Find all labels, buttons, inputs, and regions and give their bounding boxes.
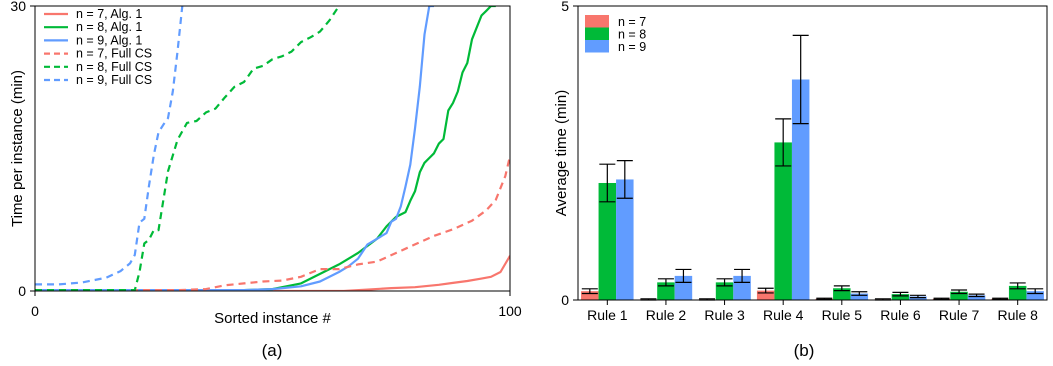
error-bar [992,297,1009,301]
error-bar [909,294,926,299]
series-line-6 [35,6,184,286]
bar [657,282,675,300]
x-tick-label: Rule 5 [822,307,863,323]
bar [891,294,910,300]
bar [1026,291,1044,300]
y-tick-label: 0 [561,292,569,308]
series-line-1 [35,255,510,291]
y-tick-label: 0 [18,283,26,299]
error-bar [757,287,774,294]
series-lines [35,6,510,291]
error-bar [968,293,985,298]
bar [850,293,869,300]
caption-a: (a) [262,341,283,360]
legend-swatch [585,27,609,40]
x-tick-label: Rule 3 [704,307,745,323]
bar [791,79,810,300]
bar [598,182,617,300]
bar-chart-panel: Rule 1 Rule 2 Rule 3 Rule 4 Rule 5 Rule 6 Rule… [553,0,1048,323]
legend-label: n = 8, Alg. 1 [76,20,142,34]
bar [774,142,792,300]
line-chart-panel: 0 30 0 100 Sorted instance # Time per instanc… [9,0,522,327]
x-tick-label: Rule 1 [587,307,628,323]
plot-frame [577,5,1048,301]
bar [616,179,634,300]
error-bar [892,291,909,297]
legend-swatch [585,40,609,53]
y-tick-label: 5 [561,0,569,14]
x-axis-label: Sorted instance # [214,310,331,327]
y-axis-label: Average time (min) [553,90,570,216]
bar [715,282,734,300]
error-bar [833,285,850,292]
error-bar [616,160,633,199]
plot-frame [34,5,511,292]
bar [756,290,775,300]
error-bar [716,278,733,287]
error-bar [581,288,598,295]
legend-label: n = 7, Alg. 1 [76,7,142,21]
legend: n = 7n = 8n = 9 [585,15,646,54]
legend: n = 7, Alg. 1n = 8, Alg. 1n = 9, Alg. 1n… [44,7,152,87]
y-tick-label: 30 [10,0,26,14]
x-tick-label: Rule 2 [646,307,687,323]
series-line-3 [35,6,434,291]
bar [967,295,986,300]
caption-b: (b) [794,341,815,360]
error-bar [599,163,616,203]
legend-label: n = 9, Alg. 1 [76,33,142,47]
legend-label: n = 8, Full CS [76,60,152,74]
legend-label: n = 7, Full CS [76,47,152,61]
error-bar [1009,282,1026,290]
x-tick-label: Rule 6 [880,307,921,323]
error-bar [951,289,968,295]
bar [833,288,851,300]
error-bar [657,278,674,287]
legend-label: n = 9 [618,40,646,54]
x-tick-label: Rule 7 [939,307,980,323]
error-bar [1027,288,1044,295]
error-bar [933,297,950,301]
bars [581,34,1044,301]
bar [950,291,968,300]
error-bar [816,297,833,301]
x-tick-label: 100 [498,303,522,319]
x-tick-label: Rule 8 [997,307,1038,323]
y-axis-label: Time per instance (min) [9,70,26,227]
series-line-5 [35,6,340,291]
error-bar [734,268,751,283]
x-tick-label: 0 [31,303,39,319]
legend-label: n = 9, Full CS [76,73,152,87]
error-bar [675,268,692,283]
error-bar [792,34,809,125]
series-line-2 [35,6,496,291]
legend-label: n = 8 [618,28,646,42]
x-tick-label: Rule 4 [763,307,804,323]
error-bar [851,291,868,296]
legend-label: n = 7 [618,15,646,29]
bar [581,291,599,300]
error-bar [775,118,792,167]
legend-swatch [585,15,609,28]
series-line-4 [35,155,510,291]
